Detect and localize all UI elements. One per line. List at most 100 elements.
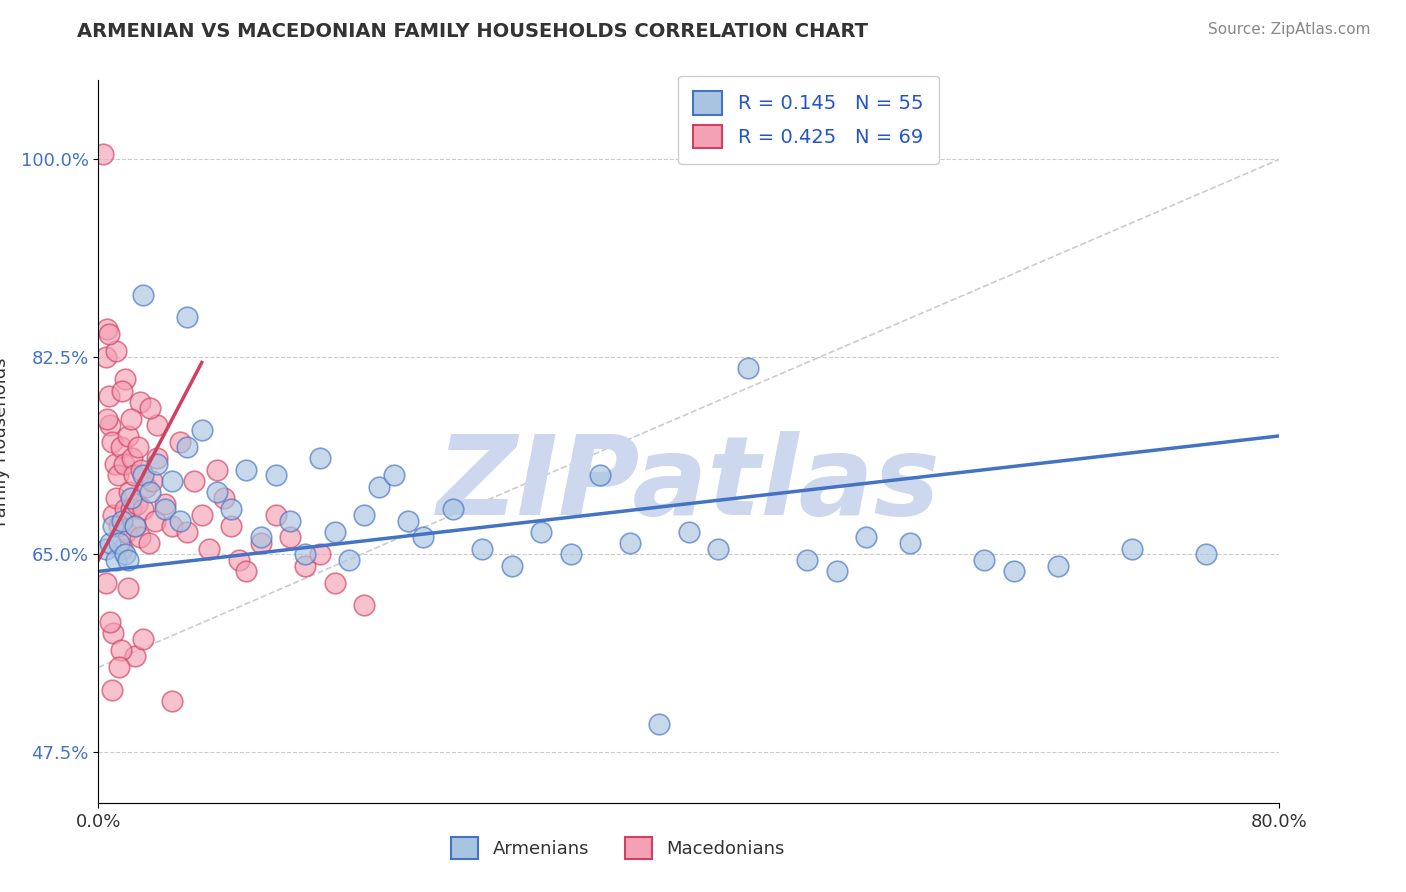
Point bbox=[139, 401, 162, 415]
Point bbox=[560, 548, 582, 562]
Point bbox=[110, 643, 132, 657]
Point bbox=[855, 531, 877, 545]
Point bbox=[280, 531, 302, 545]
Point bbox=[796, 553, 818, 567]
Point bbox=[1121, 541, 1143, 556]
Point bbox=[117, 582, 139, 596]
Point bbox=[176, 310, 198, 325]
Point bbox=[105, 491, 128, 505]
Point bbox=[162, 474, 183, 488]
Point bbox=[353, 508, 375, 522]
Point bbox=[183, 474, 205, 488]
Point bbox=[973, 553, 995, 567]
Point bbox=[114, 372, 136, 386]
Text: ARMENIAN VS MACEDONIAN FAMILY HOUSEHOLDS CORRELATION CHART: ARMENIAN VS MACEDONIAN FAMILY HOUSEHOLDS… bbox=[77, 22, 869, 41]
Point bbox=[648, 716, 671, 731]
Point bbox=[132, 632, 155, 646]
Point bbox=[114, 502, 136, 516]
Point bbox=[228, 553, 250, 567]
Point bbox=[111, 541, 134, 556]
Point bbox=[107, 468, 129, 483]
Point bbox=[280, 514, 302, 528]
Point bbox=[221, 519, 243, 533]
Point bbox=[678, 524, 700, 539]
Point bbox=[323, 575, 346, 590]
Point bbox=[471, 541, 494, 556]
Point bbox=[117, 553, 139, 567]
Point bbox=[115, 524, 138, 539]
Point bbox=[121, 451, 143, 466]
Y-axis label: Family Households: Family Households bbox=[0, 358, 10, 525]
Point bbox=[339, 553, 361, 567]
Point bbox=[323, 524, 346, 539]
Point bbox=[120, 491, 142, 505]
Point bbox=[118, 485, 141, 500]
Point bbox=[110, 440, 132, 454]
Point bbox=[124, 519, 146, 533]
Point bbox=[105, 344, 128, 359]
Point bbox=[198, 541, 221, 556]
Point bbox=[104, 457, 127, 471]
Point bbox=[132, 468, 155, 483]
Point bbox=[135, 480, 157, 494]
Point bbox=[120, 502, 142, 516]
Point bbox=[294, 548, 316, 562]
Point bbox=[176, 524, 198, 539]
Point bbox=[589, 468, 612, 483]
Point bbox=[96, 321, 118, 335]
Point bbox=[441, 502, 464, 516]
Point bbox=[212, 491, 235, 505]
Point bbox=[264, 508, 287, 522]
Point bbox=[98, 615, 121, 630]
Point bbox=[100, 434, 122, 449]
Point bbox=[141, 474, 163, 488]
Point bbox=[108, 536, 131, 550]
Point bbox=[138, 536, 160, 550]
Point bbox=[103, 508, 125, 522]
Point bbox=[412, 531, 434, 545]
Point bbox=[169, 434, 191, 449]
Point bbox=[1047, 558, 1070, 573]
Point bbox=[112, 457, 135, 471]
Point bbox=[530, 524, 553, 539]
Point bbox=[124, 648, 146, 663]
Point bbox=[97, 389, 120, 403]
Point bbox=[120, 412, 142, 426]
Point bbox=[191, 423, 214, 437]
Point bbox=[94, 575, 117, 590]
Point bbox=[250, 531, 273, 545]
Point bbox=[153, 502, 176, 516]
Point bbox=[162, 694, 183, 708]
Point bbox=[128, 531, 150, 545]
Point bbox=[146, 457, 169, 471]
Point bbox=[353, 599, 375, 613]
Point bbox=[103, 626, 125, 640]
Point bbox=[117, 429, 139, 443]
Point bbox=[309, 548, 332, 562]
Point bbox=[900, 536, 922, 550]
Point bbox=[94, 350, 117, 364]
Point bbox=[105, 553, 128, 567]
Point bbox=[96, 412, 118, 426]
Point bbox=[501, 558, 523, 573]
Point bbox=[153, 497, 176, 511]
Point bbox=[825, 565, 848, 579]
Point bbox=[111, 384, 134, 398]
Point bbox=[619, 536, 641, 550]
Point bbox=[368, 480, 391, 494]
Point bbox=[146, 451, 169, 466]
Point bbox=[98, 417, 121, 432]
Point bbox=[132, 502, 155, 516]
Point bbox=[176, 440, 198, 454]
Point bbox=[94, 541, 117, 556]
Point bbox=[91, 146, 114, 161]
Point bbox=[205, 485, 228, 500]
Point bbox=[143, 514, 166, 528]
Point bbox=[127, 440, 149, 454]
Point bbox=[191, 508, 214, 522]
Point bbox=[128, 395, 150, 409]
Legend: Armenians, Macedonians: Armenians, Macedonians bbox=[444, 830, 793, 866]
Point bbox=[294, 558, 316, 573]
Point bbox=[250, 536, 273, 550]
Point bbox=[139, 485, 162, 500]
